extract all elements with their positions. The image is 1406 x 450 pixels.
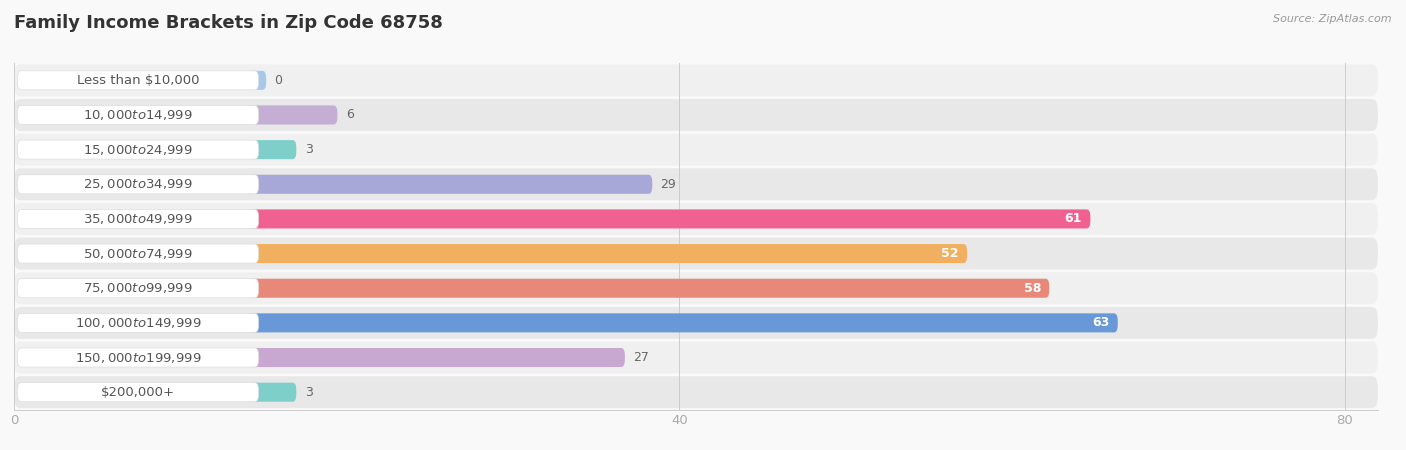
Text: $35,000 to $49,999: $35,000 to $49,999 (83, 212, 193, 226)
Text: 6: 6 (346, 108, 353, 122)
Text: $200,000+: $200,000+ (101, 386, 174, 399)
FancyBboxPatch shape (14, 99, 1378, 131)
Text: 0: 0 (274, 74, 283, 87)
FancyBboxPatch shape (17, 209, 259, 229)
FancyBboxPatch shape (17, 279, 259, 298)
FancyBboxPatch shape (17, 175, 259, 194)
Text: 58: 58 (1024, 282, 1040, 295)
FancyBboxPatch shape (17, 348, 259, 367)
Text: $10,000 to $14,999: $10,000 to $14,999 (83, 108, 193, 122)
FancyBboxPatch shape (247, 140, 297, 159)
FancyBboxPatch shape (247, 175, 652, 194)
FancyBboxPatch shape (14, 342, 1378, 374)
FancyBboxPatch shape (247, 279, 1049, 298)
FancyBboxPatch shape (17, 382, 259, 402)
FancyBboxPatch shape (14, 376, 1378, 408)
FancyBboxPatch shape (14, 64, 1378, 96)
FancyBboxPatch shape (247, 348, 624, 367)
FancyBboxPatch shape (14, 238, 1378, 270)
Text: $75,000 to $99,999: $75,000 to $99,999 (83, 281, 193, 295)
FancyBboxPatch shape (247, 209, 1091, 229)
Text: 29: 29 (661, 178, 676, 191)
Text: $150,000 to $199,999: $150,000 to $199,999 (75, 351, 201, 364)
FancyBboxPatch shape (247, 244, 967, 263)
Text: $100,000 to $149,999: $100,000 to $149,999 (75, 316, 201, 330)
FancyBboxPatch shape (17, 140, 259, 159)
Text: Less than $10,000: Less than $10,000 (77, 74, 200, 87)
FancyBboxPatch shape (247, 105, 337, 125)
Text: 52: 52 (942, 247, 959, 260)
FancyBboxPatch shape (17, 71, 259, 90)
FancyBboxPatch shape (247, 313, 1118, 333)
FancyBboxPatch shape (14, 168, 1378, 200)
Text: $50,000 to $74,999: $50,000 to $74,999 (83, 247, 193, 261)
FancyBboxPatch shape (17, 244, 259, 263)
FancyBboxPatch shape (14, 307, 1378, 339)
FancyBboxPatch shape (14, 272, 1378, 304)
FancyBboxPatch shape (14, 203, 1378, 235)
Text: 61: 61 (1064, 212, 1083, 225)
Text: $25,000 to $34,999: $25,000 to $34,999 (83, 177, 193, 191)
FancyBboxPatch shape (247, 71, 266, 90)
Text: 27: 27 (633, 351, 650, 364)
Text: 3: 3 (305, 386, 312, 399)
Text: Family Income Brackets in Zip Code 68758: Family Income Brackets in Zip Code 68758 (14, 14, 443, 32)
FancyBboxPatch shape (14, 134, 1378, 166)
FancyBboxPatch shape (17, 105, 259, 125)
Text: $15,000 to $24,999: $15,000 to $24,999 (83, 143, 193, 157)
FancyBboxPatch shape (247, 382, 297, 402)
Text: Source: ZipAtlas.com: Source: ZipAtlas.com (1274, 14, 1392, 23)
Text: 63: 63 (1092, 316, 1109, 329)
FancyBboxPatch shape (17, 313, 259, 333)
Text: 3: 3 (305, 143, 312, 156)
